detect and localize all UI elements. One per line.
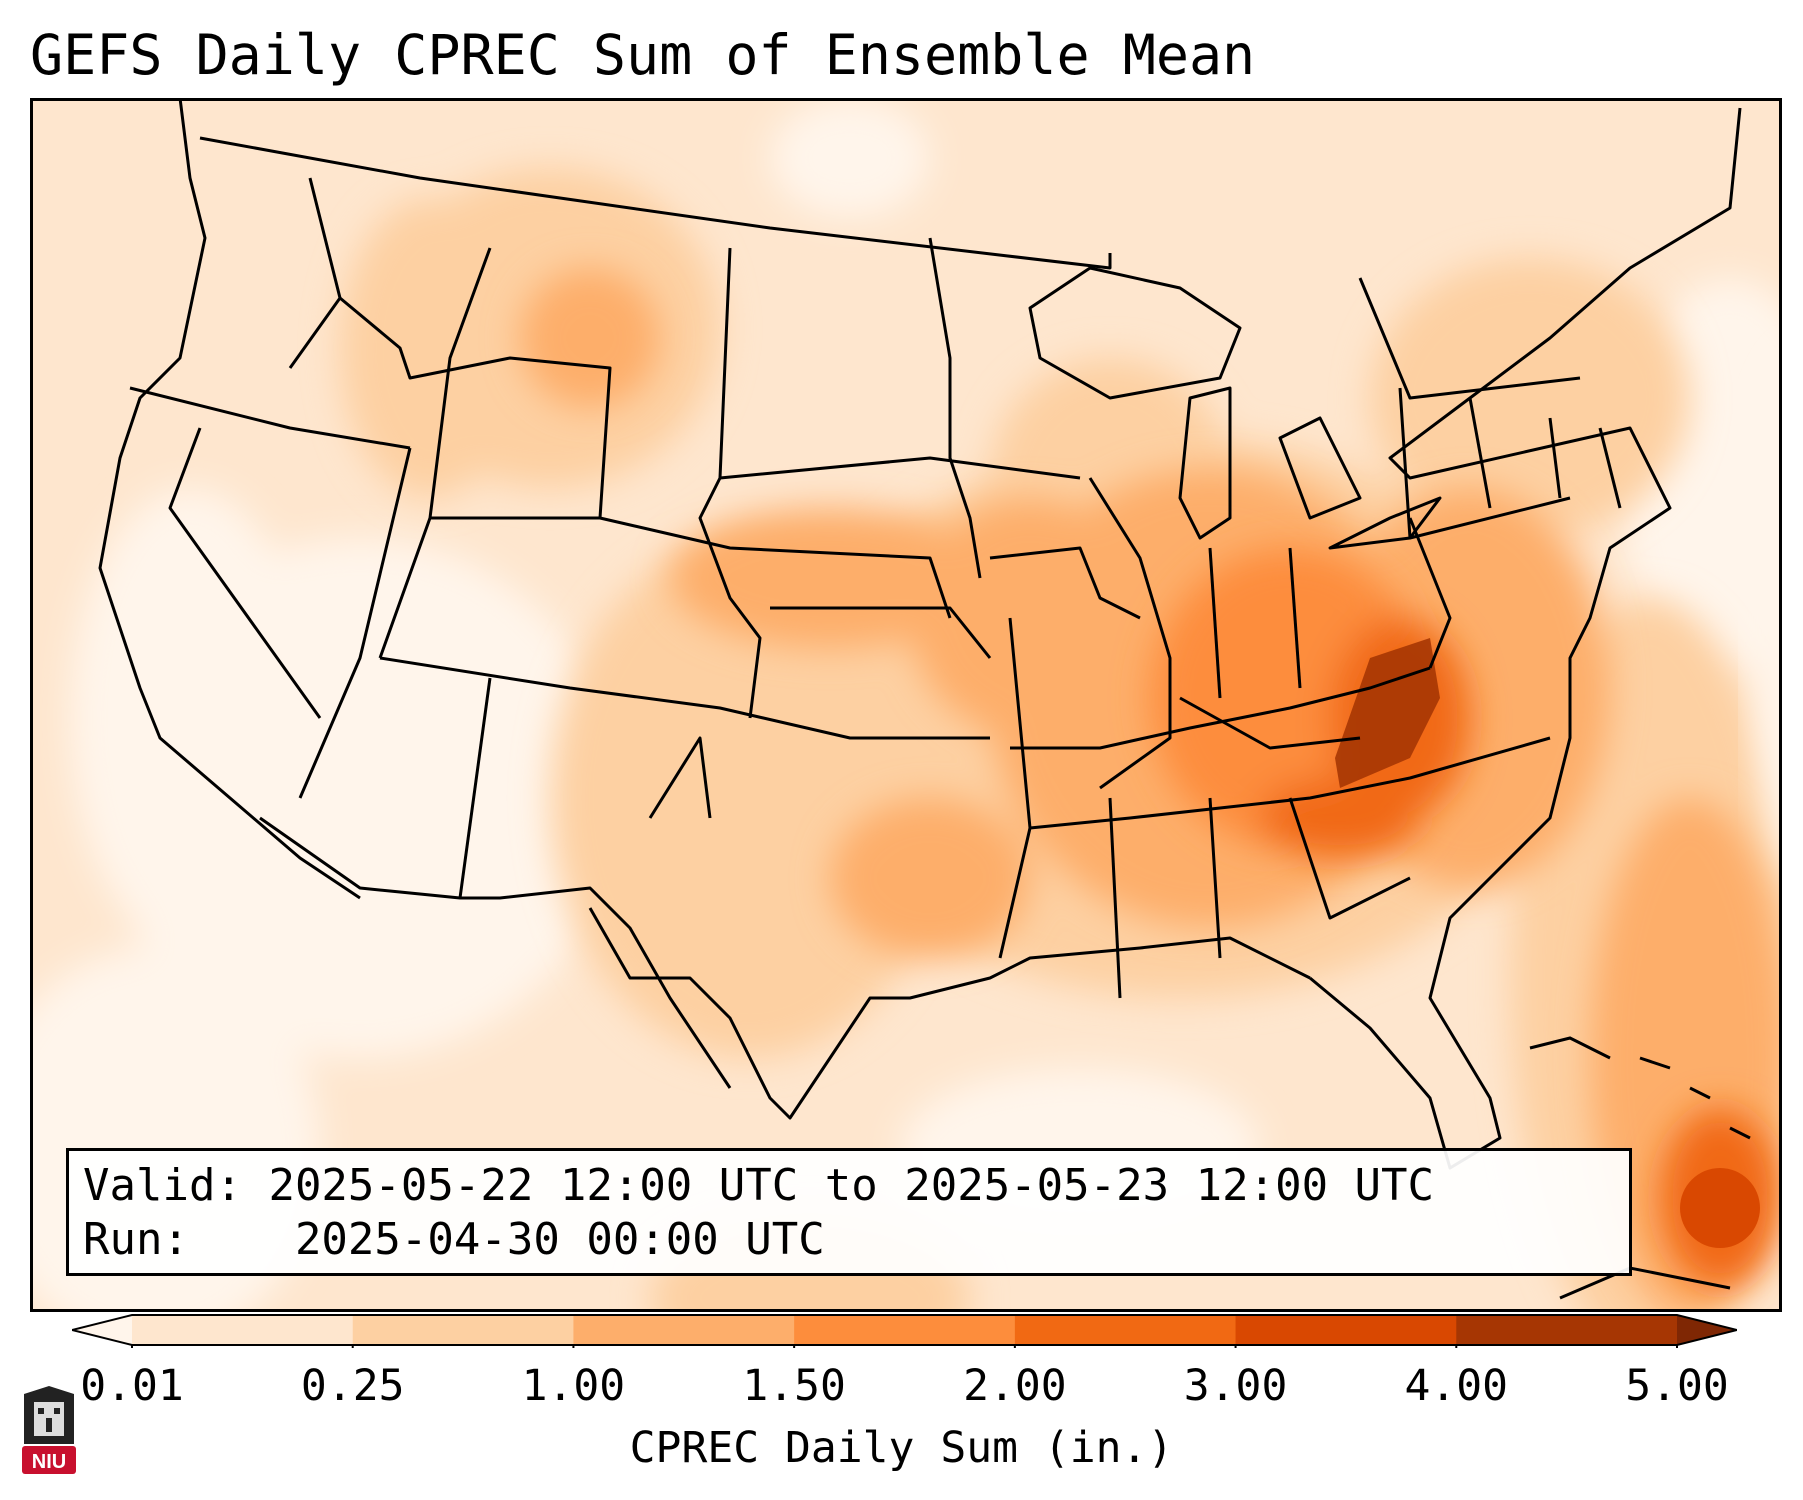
logo-band [22, 1446, 76, 1474]
colorbar-segment [352, 1315, 574, 1345]
colorbar-segment [1014, 1315, 1237, 1345]
colorbar [72, 1314, 1737, 1348]
colorbar-tick-label: 2.00 [963, 1361, 1067, 1411]
colorbar-tick-label: 1.50 [742, 1361, 846, 1411]
colorbar-label: CPREC Daily Sum (in.) [629, 1423, 1174, 1473]
run-value: 2025-04-30 00:00 UTC [294, 1214, 825, 1265]
validity-info-box: Valid: 2025-05-22 12:00 UTC to 2025-05-2… [66, 1148, 1632, 1276]
colorbar-tick-label: 3.00 [1183, 1361, 1288, 1411]
colorbar-tick-label: 0.01 [80, 1361, 184, 1411]
colorbar-tick-label: 0.25 [300, 1361, 405, 1411]
caribbean-islands [1529, 1036, 1751, 1300]
precipitation-map [30, 98, 1782, 1312]
colorbar-tick-label: 1.00 [521, 1361, 626, 1411]
colorbar-extend-high [1677, 1315, 1737, 1345]
valid-label: Valid: [83, 1160, 242, 1211]
run-label: Run: [83, 1214, 189, 1265]
colorbar-segment [132, 1315, 354, 1345]
colorbar-tick-label: 4.00 [1404, 1361, 1509, 1411]
valid-value: 2025-05-22 12:00 UTC to 2025-05-23 12:00… [268, 1160, 1435, 1211]
colorbar-extend-low [72, 1315, 132, 1345]
logo-text: NIU [32, 1451, 66, 1473]
colorbar-segment [573, 1315, 795, 1345]
colorbar-segment [1456, 1315, 1678, 1345]
colorbar-segment [794, 1315, 1016, 1345]
colorbar-segment [1235, 1315, 1457, 1345]
map-title: GEFS Daily CPREC Sum of Ensemble Mean [30, 23, 1256, 87]
niu-logo: NIU [22, 1386, 76, 1474]
map-frame [30, 98, 1782, 1312]
extreme-precip [1335, 638, 1760, 1248]
state-borders [98, 98, 1742, 1170]
colorbar-tick-label: 5.00 [1625, 1361, 1729, 1411]
